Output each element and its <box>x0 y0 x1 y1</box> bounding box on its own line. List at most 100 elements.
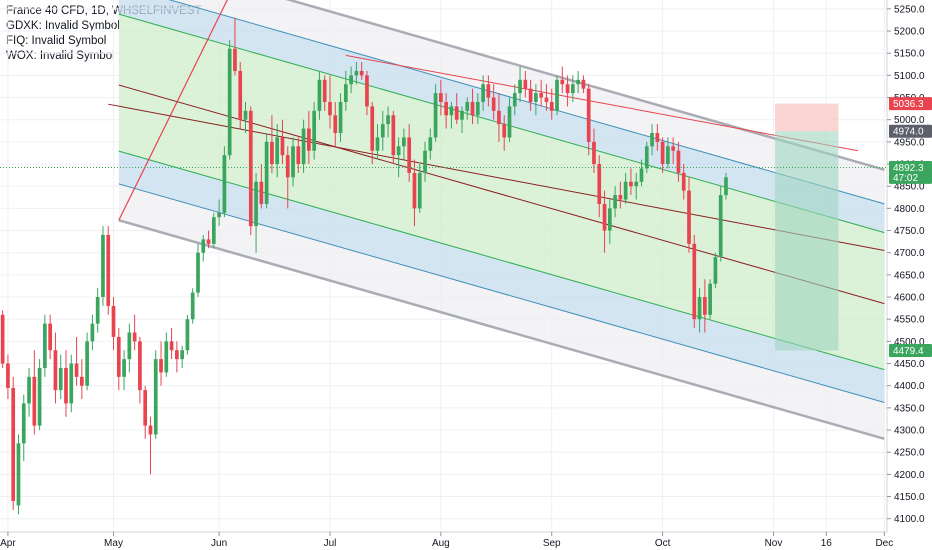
candle-body <box>491 97 496 111</box>
candle-body <box>148 425 153 435</box>
price-tick-label: 4550.0 <box>894 315 925 326</box>
candle-body <box>629 181 633 187</box>
candle-body <box>116 336 121 377</box>
price-tick-label: 5150.0 <box>894 49 925 60</box>
candle-body <box>175 350 179 360</box>
candle-body <box>185 319 190 351</box>
candle-body <box>555 79 559 111</box>
price-tag-label: 4892.3 <box>893 163 924 174</box>
candle-body <box>644 146 649 169</box>
candle-body <box>539 93 544 98</box>
price-tick-label: 5200.0 <box>894 27 925 38</box>
price-tag-label: 4479.4 <box>893 346 924 357</box>
candle-body <box>607 208 612 231</box>
candle-body <box>396 146 401 156</box>
candle-body <box>16 443 21 506</box>
candle-body <box>238 70 243 120</box>
candle-body <box>560 79 565 85</box>
candle-body <box>497 110 501 125</box>
regression-channel <box>108 0 885 441</box>
time-axis[interactable]: Apr May Jun Jul Aug Sep Oct Nov 16 Dec <box>0 531 893 549</box>
candle-body <box>138 341 142 391</box>
price-tag-red: 5036.3 <box>889 97 932 111</box>
candle-body <box>317 79 322 111</box>
channel-upper-green-line <box>118 13 885 234</box>
candle-body <box>243 110 248 120</box>
price-tag-green: 4892.3 <box>889 160 932 174</box>
candle-body <box>391 115 396 156</box>
candle-body <box>37 367 42 426</box>
candle-body <box>32 376 37 426</box>
candle-body <box>248 110 253 227</box>
price-tick-label: 4500.0 <box>894 337 925 348</box>
candle-body <box>285 155 290 178</box>
time-tick-label: 16 <box>821 538 833 549</box>
candle-body <box>639 168 644 182</box>
candle-body <box>613 195 617 209</box>
candle-body <box>444 101 448 116</box>
candle-body <box>132 332 137 342</box>
price-tag-label: 5036.3 <box>893 99 924 110</box>
candle-body <box>79 376 84 386</box>
channel-lower-green-line <box>118 150 885 371</box>
candle-body <box>676 150 681 173</box>
candle-body <box>0 314 5 364</box>
candle-body <box>201 239 206 253</box>
candle-body <box>95 297 100 324</box>
stop-loss-zone <box>775 103 839 132</box>
candle-body <box>343 84 348 102</box>
price-tick-label: 5250.0 <box>894 4 925 15</box>
candle-body <box>74 363 79 377</box>
candle-body <box>291 146 295 178</box>
price-tick-label: 4400.0 <box>894 381 925 392</box>
candle-body <box>90 323 95 342</box>
candle-body <box>43 323 47 368</box>
candle-body <box>681 172 686 191</box>
candle-body <box>386 115 390 125</box>
price-tag-bg <box>889 97 932 111</box>
candle-body <box>655 133 660 142</box>
candle-body <box>502 124 507 138</box>
candle-body <box>365 75 369 107</box>
candle-body <box>64 367 68 404</box>
channel-lower-blue-line <box>118 183 885 403</box>
candle-body <box>454 106 459 120</box>
candle-body <box>660 141 665 165</box>
candle-body <box>534 93 538 102</box>
candle-body <box>407 137 412 173</box>
candle-body <box>402 137 406 147</box>
time-tick-label: Nov <box>765 538 783 549</box>
candle-body <box>586 88 591 142</box>
price-tag-gray: 4974.0 <box>889 124 932 138</box>
candle-body <box>48 323 53 351</box>
candle-body <box>164 341 169 373</box>
price-axis[interactable]: 4100.0 4150.0 4200.0 4250.0 4300.0 4350.0 4400… <box>886 0 932 532</box>
candle-body <box>222 155 227 213</box>
candle-body <box>180 350 184 360</box>
candle-body <box>349 75 353 85</box>
candle-body <box>713 257 718 284</box>
price-tag-bg <box>889 124 932 138</box>
time-tick-label: Apr <box>0 538 16 549</box>
channel-mid-line <box>118 84 885 305</box>
candle-body <box>618 195 623 200</box>
candle-body <box>602 203 607 231</box>
channel-bottom-line <box>118 219 885 441</box>
candle-body <box>439 93 443 102</box>
price-tick-label: 4950.0 <box>894 137 925 148</box>
price-tag-bg <box>889 160 932 174</box>
candle-body <box>650 133 654 147</box>
candle-body <box>692 243 697 320</box>
price-tick-label: 4600.0 <box>894 293 925 304</box>
candle-body <box>217 212 221 218</box>
candle-body <box>275 137 280 165</box>
time-tick-label: Oct <box>655 538 671 549</box>
candle-body <box>687 190 691 244</box>
candle-body <box>470 101 475 116</box>
price-tick-label: 4300.0 <box>894 426 925 437</box>
price-tag-green: 47:02 <box>889 170 932 184</box>
candle-body <box>307 128 311 151</box>
price-tick-label: 4450.0 <box>894 359 925 370</box>
candle-body <box>697 297 702 320</box>
